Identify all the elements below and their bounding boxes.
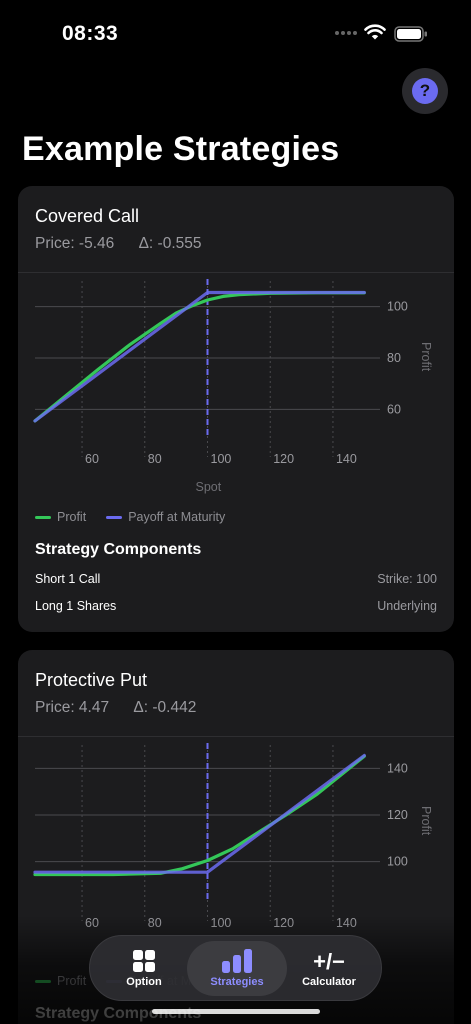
tab-label: Option [126, 976, 162, 988]
profit-line [33, 754, 366, 877]
legend-payoff: Payoff at Maturity [106, 510, 225, 524]
strategy-title: Protective Put [35, 670, 148, 690]
legend-payoff-label: Payoff at Maturity [128, 510, 226, 524]
tab-bar: Option Strategies +/− Calculator [89, 935, 382, 1001]
component-row: Long 1 Shares Underlying [35, 599, 437, 613]
y-axis-title: Profit [419, 806, 433, 836]
card-divider [18, 272, 454, 273]
tab-calculator[interactable]: +/− Calculator [284, 941, 374, 996]
component-name: Long 1 Shares [35, 599, 117, 613]
payoff-line [33, 290, 366, 423]
legend-profit-label: Profit [57, 510, 87, 524]
help-button[interactable]: ? [402, 68, 448, 114]
profit-line [33, 291, 366, 423]
strategy-price: Price: -5.46 [35, 235, 115, 252]
x-tick-label: 140 [336, 452, 357, 466]
components-title: Strategy Components [35, 541, 202, 558]
help-icon: ? [412, 78, 438, 104]
legend-payoff-swatch [106, 515, 123, 519]
status-bar: 08:33 [0, 0, 471, 60]
legend-profit: Profit [35, 510, 86, 524]
page-title: Example Strategies [22, 130, 340, 168]
component-detail: Strike: 100 [377, 572, 437, 586]
strategy-title: Covered Call [35, 206, 140, 226]
tab-label: Strategies [210, 976, 264, 988]
strategy-delta: Δ: -0.555 [138, 235, 202, 252]
battery-icon [394, 26, 427, 42]
strategy-metrics: Price: -5.46 Δ: -0.555 [35, 235, 222, 253]
payoff-line [33, 753, 366, 874]
y-tick-label: 140 [387, 761, 408, 775]
y-tick-label: 80 [387, 351, 401, 365]
signal-dots-icon [335, 31, 357, 35]
bar-chart-icon [222, 949, 252, 973]
y-tick-label: 100 [387, 855, 408, 869]
strategy-metrics: Price: 4.47 Δ: -0.442 [35, 699, 216, 717]
payoff-chart: 60 80 100 120 140 60 80 100 Spot Profit [33, 279, 433, 494]
legend-profit-swatch [35, 515, 51, 519]
tab-label: Calculator [302, 975, 356, 988]
y-tick-label: 100 [387, 300, 408, 314]
component-row: Short 1 Call Strike: 100 [35, 572, 437, 586]
tab-strategies[interactable]: Strategies [187, 941, 287, 996]
status-time: 08:33 [62, 22, 119, 45]
component-detail: Underlying [377, 599, 437, 613]
component-name: Short 1 Call [35, 572, 101, 586]
x-tick-label: 120 [273, 452, 294, 466]
home-indicator [152, 1009, 320, 1014]
strategy-delta: Δ: -0.442 [133, 699, 197, 716]
wifi-icon [364, 24, 386, 40]
chart-legend: Profit Payoff at Maturity [35, 510, 245, 524]
card-divider [18, 736, 454, 737]
strategy-price: Price: 4.47 [35, 699, 110, 716]
x-tick-label: 60 [85, 452, 99, 466]
strategy-card-covered-call[interactable]: Covered Call Price: -5.46 Δ: -0.555 60 80… [18, 186, 454, 632]
x-tick-label: 100 [211, 452, 232, 466]
grid-icon [133, 950, 155, 972]
y-axis-title: Profit [419, 342, 433, 372]
x-tick-label: 80 [148, 452, 162, 466]
tab-option[interactable]: Option [98, 941, 190, 996]
x-axis-title: Spot [196, 480, 222, 494]
y-tick-label: 60 [387, 402, 401, 416]
y-tick-label: 120 [387, 808, 408, 822]
plus-minus-icon: +/− [313, 948, 345, 974]
